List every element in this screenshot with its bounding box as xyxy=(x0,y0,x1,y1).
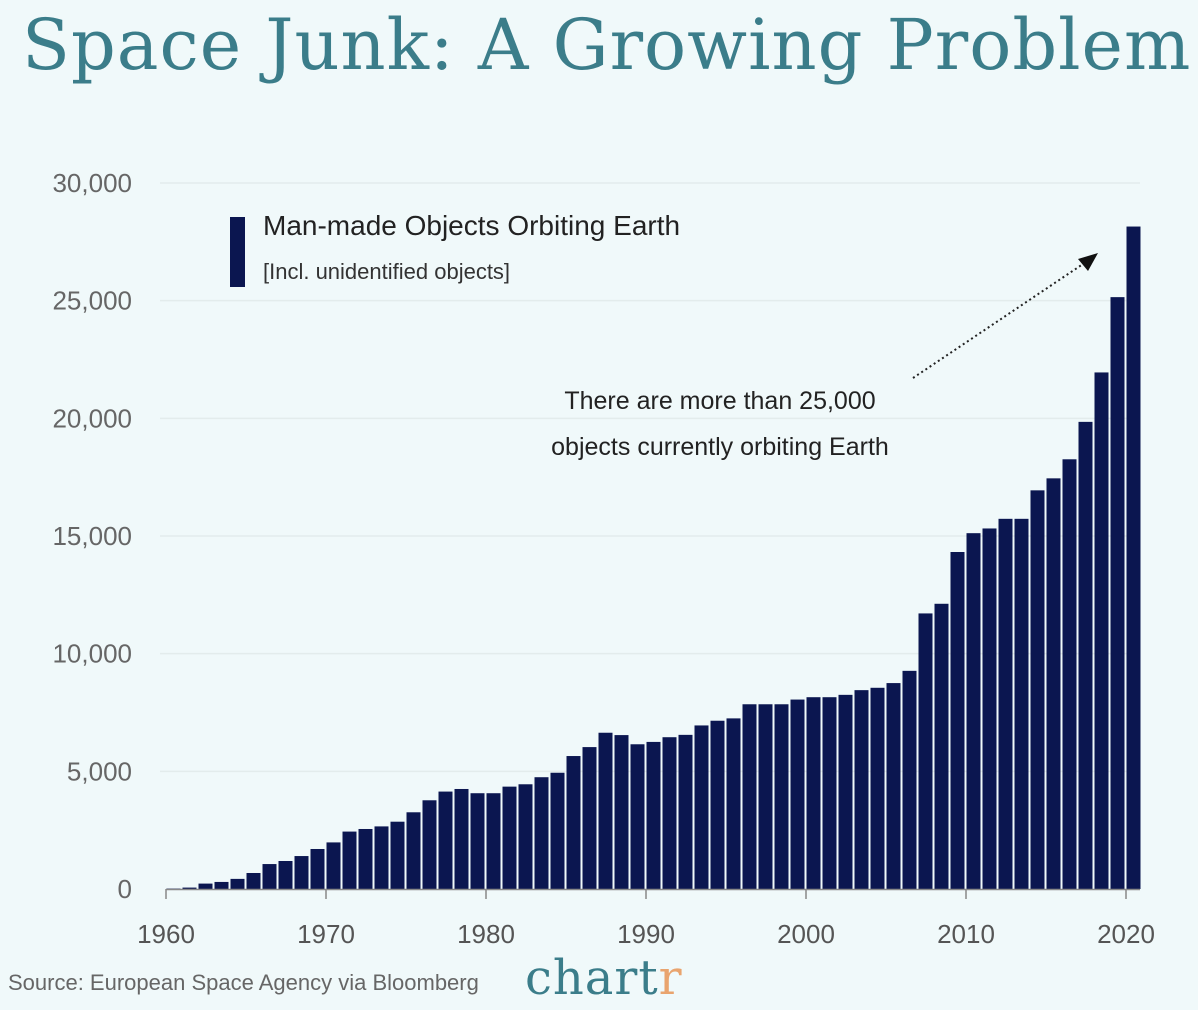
bar-1981 xyxy=(502,786,517,889)
annotation-line-2: objects currently orbiting Earth xyxy=(551,433,889,461)
annotation-arrowhead xyxy=(1078,253,1098,271)
legend-swatch xyxy=(230,217,245,287)
bar-1985 xyxy=(566,756,581,889)
bar-1978 xyxy=(454,788,469,889)
bar-1984 xyxy=(550,772,565,889)
logo-accent: r xyxy=(658,950,683,1006)
bar-1987 xyxy=(598,732,613,889)
bar-2016 xyxy=(1062,459,1077,889)
bar-2003 xyxy=(854,690,869,889)
y-tick-label: 10,000 xyxy=(52,639,132,669)
bar-1968 xyxy=(294,856,309,889)
x-tick-label: 2020 xyxy=(1097,919,1155,949)
bar-1989 xyxy=(630,744,645,889)
bar-1998 xyxy=(774,704,789,889)
y-tick-label: 20,000 xyxy=(52,403,132,433)
bar-2001 xyxy=(822,697,837,889)
bar-1997 xyxy=(758,704,773,889)
bar-1962 xyxy=(198,883,213,889)
bar-1991 xyxy=(662,737,677,889)
bar-1973 xyxy=(374,826,389,889)
y-tick-label: 0 xyxy=(118,874,132,904)
bar-1986 xyxy=(582,747,597,889)
bar-2017 xyxy=(1078,421,1093,889)
bar-1994 xyxy=(710,720,725,889)
bar-2007 xyxy=(918,613,933,889)
bar-1990 xyxy=(646,741,661,889)
bar-1964 xyxy=(230,878,245,889)
bar-1980 xyxy=(486,793,501,889)
bar-1975 xyxy=(406,812,421,889)
chart-title: Space Junk: A Growing Problem xyxy=(22,4,1192,86)
bar-2000 xyxy=(806,697,821,889)
bar-1983 xyxy=(534,777,549,889)
bar-1977 xyxy=(438,791,453,889)
bar-2006 xyxy=(902,670,917,889)
y-tick-label: 5,000 xyxy=(67,756,132,786)
bar-2002 xyxy=(838,694,853,889)
x-tick-label: 1970 xyxy=(297,919,355,949)
bar-2004 xyxy=(870,687,885,889)
legend-label: Man-made Objects Orbiting Earth xyxy=(263,210,681,241)
bar-1996 xyxy=(742,704,757,889)
bar-2013 xyxy=(1014,518,1029,889)
annotation-line-1: There are more than 25,000 xyxy=(564,387,876,415)
bar-1970 xyxy=(326,842,341,889)
x-tick-label: 2000 xyxy=(777,919,835,949)
bar-1979 xyxy=(470,793,485,889)
logo-text: chart xyxy=(525,950,659,1006)
bar-2009 xyxy=(950,552,965,889)
x-tick-label: 1980 xyxy=(457,919,515,949)
bar-1961 xyxy=(182,887,197,889)
bar-2008 xyxy=(934,603,949,889)
bar-1972 xyxy=(358,828,373,889)
bar-2012 xyxy=(998,518,1013,889)
bar-2014 xyxy=(1030,490,1045,889)
bar-1974 xyxy=(390,821,405,889)
bar-2015 xyxy=(1046,478,1061,889)
legend-sublabel: [Incl. unidentified objects] xyxy=(263,259,511,284)
bar-1993 xyxy=(694,725,709,889)
bar-1966 xyxy=(262,864,277,889)
bar-1999 xyxy=(790,699,805,889)
y-tick-label: 25,000 xyxy=(52,286,132,316)
y-tick-label: 15,000 xyxy=(52,521,132,551)
bar-2005 xyxy=(886,683,901,889)
bar-1963 xyxy=(214,881,229,889)
x-tick-label: 1960 xyxy=(137,919,195,949)
bar-1967 xyxy=(278,860,293,889)
bar-2018 xyxy=(1094,372,1109,889)
chartr-logo: chartr xyxy=(525,950,683,1006)
bar-2019 xyxy=(1110,297,1125,889)
source-note: Source: European Space Agency via Bloomb… xyxy=(8,970,479,995)
bar-1971 xyxy=(342,831,357,889)
x-tick-label: 2010 xyxy=(937,919,995,949)
bar-1969 xyxy=(310,848,325,889)
bar-1965 xyxy=(246,872,261,889)
bar-2011 xyxy=(982,528,997,889)
bar-1982 xyxy=(518,784,533,889)
annotation-arrow-line xyxy=(912,261,1087,379)
bar-2010 xyxy=(966,533,981,889)
x-tick-label: 1990 xyxy=(617,919,675,949)
bar-1976 xyxy=(422,800,437,889)
bar-1995 xyxy=(726,718,741,889)
y-tick-label: 30,000 xyxy=(52,168,132,198)
annotation-arrow xyxy=(912,253,1098,379)
bar-1992 xyxy=(678,734,693,889)
bar-2020 xyxy=(1126,226,1141,889)
bar-1988 xyxy=(614,735,629,889)
annotation: There are more than 25,000 objects curre… xyxy=(520,378,920,470)
